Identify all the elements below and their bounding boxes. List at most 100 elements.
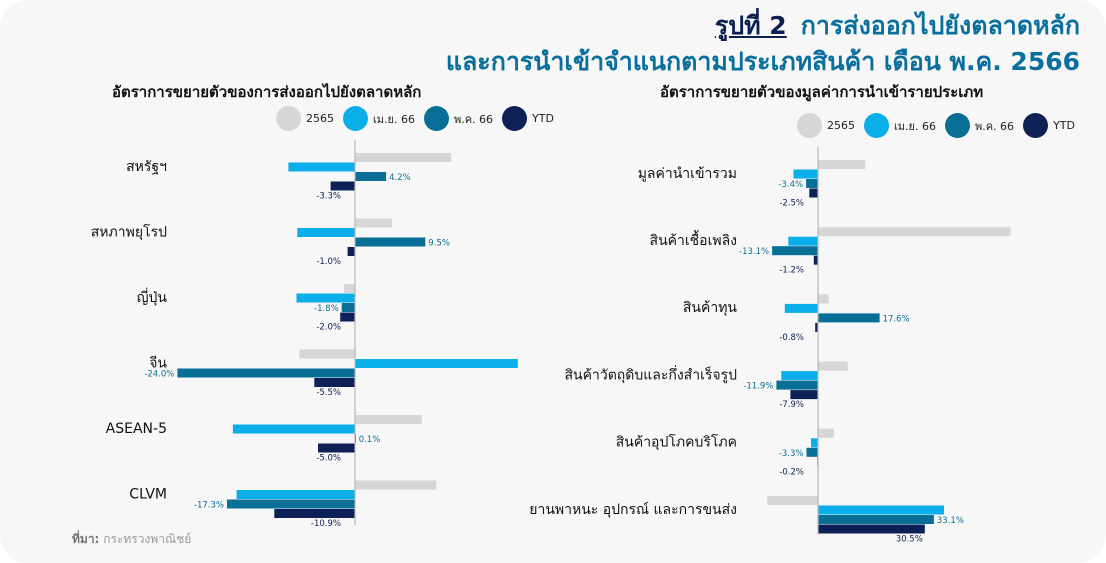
- bar: [355, 218, 392, 228]
- bar: [818, 294, 829, 304]
- bar: [813, 255, 818, 265]
- bar: [772, 246, 818, 256]
- legend-swatch-2565: [276, 106, 301, 131]
- bar: [314, 378, 355, 387]
- import-chart-title: อัตราการขยายตัวของมูลค่าการนำเข้ารายประเ…: [660, 83, 984, 101]
- category-label: สินค้าวัตถุดิบและกึ่งสำเร็จรูป: [564, 365, 737, 383]
- data-label: -3.3%: [316, 192, 341, 202]
- legend-swatch-apr66: [343, 106, 368, 131]
- export-chart-legend: 2565 เม.ย. 66 พ.ค. 66 YTD: [276, 106, 563, 131]
- data-label: 30.5%: [896, 535, 923, 545]
- data-label: -10.9%: [311, 519, 341, 529]
- data-label: -3.4%: [778, 180, 803, 190]
- bar: [355, 415, 422, 424]
- bar: [355, 359, 518, 368]
- category-label: ยานพาหนะ อุปกรณ์ และการขนส่ง: [529, 501, 737, 518]
- legend-label-2565: 2565: [827, 119, 855, 132]
- bar: [355, 153, 452, 162]
- figure-title-text: การส่งออกไปยังตลาดหลัก: [800, 11, 1080, 40]
- legend-swatch-apr66: [864, 113, 889, 138]
- bar: [340, 312, 355, 322]
- bar: [790, 390, 819, 400]
- data-label: 4.2%: [389, 173, 411, 183]
- bar: [343, 284, 355, 293]
- bar: [347, 247, 355, 256]
- legend-item-apr66: เม.ย. 66: [343, 106, 415, 131]
- bar: [227, 499, 355, 509]
- legend-swatch-may66: [944, 113, 970, 138]
- bar: [818, 505, 944, 515]
- legend-label-2565: 2565: [306, 112, 334, 125]
- bar: [355, 172, 387, 181]
- figure-title-line2: และการนำเข้าจำแนกตามประเภทสินค้า เดือน พ…: [445, 47, 1080, 76]
- category-label: สินค้าทุน: [683, 300, 738, 316]
- legend-swatch-ytd: [1023, 113, 1049, 138]
- legend-label-ytd: YTD: [1053, 119, 1075, 132]
- legend-item-apr66: เม.ย. 66: [864, 113, 936, 138]
- bar: [806, 447, 818, 457]
- bar: [818, 524, 925, 534]
- data-label: -0.2%: [779, 467, 804, 477]
- legend-label-may66: พ.ค. 66: [974, 119, 1015, 133]
- bar: [818, 160, 866, 169]
- bar: [818, 227, 1011, 237]
- bar: [767, 496, 819, 505]
- bar: [232, 424, 355, 434]
- data-label: -0.8%: [779, 333, 804, 343]
- data-label: -1.2%: [779, 266, 804, 276]
- bar: [809, 188, 819, 198]
- data-label: -5.0%: [316, 454, 341, 464]
- legend-item-2565: 2565: [276, 106, 334, 131]
- bar: [318, 443, 355, 453]
- category-label: CLVM: [129, 486, 167, 502]
- category-label: สหภาพยุโรป: [91, 223, 167, 240]
- data-label: -2.5%: [779, 199, 804, 209]
- bar: [815, 322, 818, 332]
- data-label: -13.1%: [739, 247, 769, 257]
- import-chart-legend: 2565 เม.ย. 66 พ.ค. 66 YTD: [797, 113, 1084, 138]
- data-label: 9.5%: [428, 239, 450, 249]
- legend-label-ytd: YTD: [532, 112, 554, 125]
- bar: [818, 361, 848, 371]
- legend-label-apr66: เม.ย. 66: [373, 112, 415, 126]
- data-label: -5.5%: [316, 388, 341, 398]
- bar: [355, 480, 437, 490]
- data-label: -2.0%: [316, 323, 341, 333]
- legend-item-2565: 2565: [797, 113, 855, 138]
- bar: [341, 303, 355, 312]
- category-label: มูลค่านำเข้ารวม: [638, 166, 737, 182]
- bar: [296, 293, 355, 303]
- data-label: -1.8%: [314, 304, 339, 314]
- category-label: สินค้าเชื้อเพลิง: [650, 230, 737, 249]
- category-label: ASEAN-5: [106, 421, 167, 437]
- data-label: -11.9%: [743, 382, 773, 392]
- legend-item-ytd: YTD: [1023, 113, 1075, 138]
- bar: [330, 181, 355, 191]
- bar: [355, 237, 426, 247]
- data-label: -3.3%: [779, 449, 804, 459]
- bar: [274, 509, 355, 518]
- category-label: สินค้าอุปโภคบริโภค: [616, 434, 737, 451]
- figure-label: รูปที่ 2: [714, 11, 787, 40]
- data-label: -17.3%: [194, 501, 224, 511]
- bar: [297, 228, 355, 237]
- data-label: -7.9%: [779, 400, 804, 410]
- bar: [236, 490, 355, 499]
- bar: [818, 428, 834, 438]
- data-label: 0.1%: [359, 435, 381, 445]
- bar: [806, 179, 818, 188]
- data-label: 17.6%: [883, 314, 910, 324]
- legend-swatch-may66: [423, 106, 449, 131]
- data-label: -24.0%: [144, 370, 174, 380]
- bar: [788, 236, 819, 246]
- bar: [793, 169, 818, 179]
- legend-item-may66: พ.ค. 66: [423, 106, 494, 131]
- category-label: สหรัฐฯ: [126, 159, 167, 175]
- legend-label-may66: พ.ค. 66: [453, 112, 494, 126]
- legend-item-may66: พ.ค. 66: [944, 113, 1015, 138]
- source-text: กระทรวงพาณิชย์: [103, 532, 192, 546]
- source-label: ที่มา:: [72, 532, 100, 546]
- legend-swatch-ytd: [502, 106, 528, 131]
- legend-swatch-2565: [797, 113, 822, 138]
